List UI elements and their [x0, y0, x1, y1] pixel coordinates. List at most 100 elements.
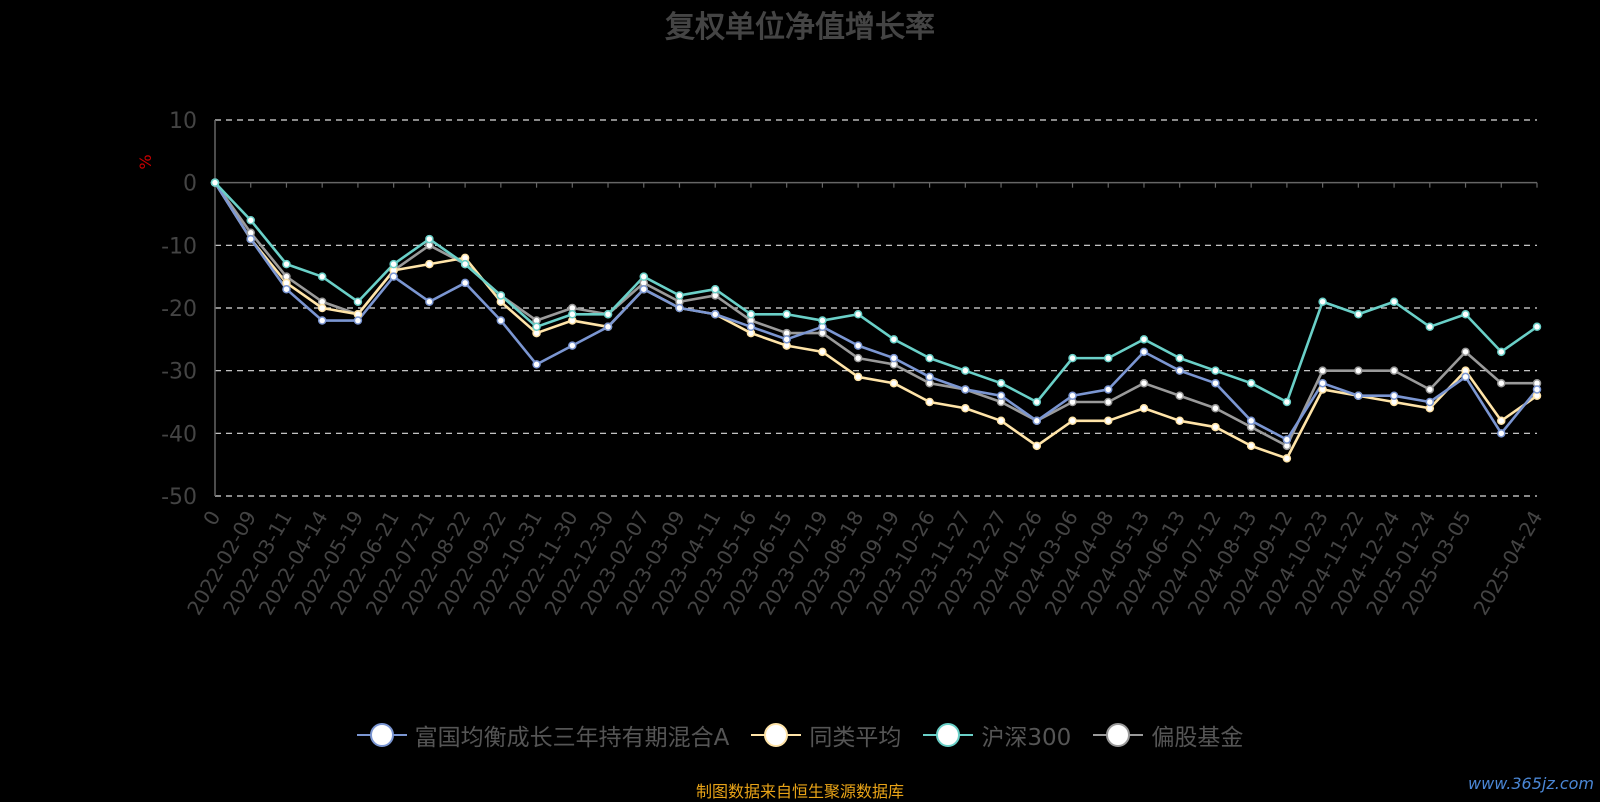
data-point [889, 353, 899, 363]
data-point [1282, 435, 1292, 444]
data-point [389, 259, 398, 269]
data-point [1211, 366, 1220, 375]
data-point [818, 316, 827, 325]
y-tick-label: 0 [183, 172, 197, 197]
data-point [496, 316, 506, 325]
data-point [925, 353, 934, 363]
data-point [1103, 353, 1113, 363]
data-source: 制图数据来自恒生聚源数据库 [695, 782, 904, 801]
legend-item[interactable]: 富国均衡成长三年持有期混合A [356, 718, 730, 752]
data-point [496, 291, 506, 300]
data-point [818, 347, 827, 357]
data-point [1139, 378, 1149, 388]
data-point [603, 322, 613, 332]
legend-label: 富国均衡成长三年持有期混合A [414, 725, 730, 751]
data-point [246, 216, 255, 225]
data-point [1246, 378, 1256, 388]
data-point [853, 353, 863, 363]
watermark: www.365jz.com [1468, 774, 1594, 793]
data-point [1175, 416, 1184, 426]
y-tick-label: -10 [161, 234, 197, 259]
data-point [1175, 366, 1184, 375]
legend-label: 沪深300 [981, 725, 1072, 751]
legend-marker-icon [751, 723, 802, 747]
data-point [1497, 416, 1506, 426]
data-point [353, 316, 363, 325]
chart-title: 复权单位净值增长率 [665, 10, 935, 45]
data-point [1318, 297, 1327, 306]
legend-item[interactable]: 偏股基金 [1093, 718, 1243, 752]
data-point [568, 341, 577, 350]
legend-item[interactable]: 沪深300 [923, 718, 1071, 752]
data-point [353, 297, 363, 306]
data-point [996, 416, 1006, 426]
y-tick-label: -20 [161, 297, 197, 322]
data-point [389, 272, 398, 281]
data-point [996, 391, 1006, 400]
data-point [1103, 416, 1113, 426]
legend-item[interactable]: 同类平均 [751, 718, 901, 752]
data-point [1068, 391, 1077, 400]
y-tick-label: 10 [169, 109, 197, 134]
legend-label: 偏股基金 [1151, 725, 1244, 751]
data-point [1211, 378, 1220, 388]
data-point [1425, 385, 1435, 394]
data-point [460, 259, 470, 269]
legend-marker-icon [356, 723, 407, 747]
data-point [1211, 422, 1220, 432]
legend-marker-icon [1093, 723, 1144, 747]
data-point [460, 278, 470, 288]
data-point [1354, 366, 1363, 375]
data-point [1532, 385, 1542, 394]
data-point [1532, 322, 1542, 332]
data-point [1425, 397, 1435, 407]
data-point [853, 341, 863, 350]
data-point [853, 372, 863, 382]
data-point [889, 378, 899, 388]
data-point [425, 234, 434, 244]
data-point [317, 303, 327, 313]
data-point [996, 378, 1006, 388]
data-point [710, 310, 720, 319]
data-point [1032, 416, 1042, 426]
data-point [1139, 335, 1149, 344]
data-point [1175, 353, 1184, 363]
data-point [961, 404, 970, 413]
data-point [961, 385, 970, 394]
data-point [1318, 378, 1327, 388]
data-point [425, 297, 434, 306]
data-point [853, 310, 863, 319]
data-point [782, 335, 791, 344]
data-point [710, 284, 720, 294]
y-tick-label: -30 [161, 360, 197, 385]
data-point [1103, 397, 1113, 407]
data-point [1497, 347, 1506, 357]
data-point [639, 284, 649, 294]
data-point [1032, 441, 1042, 451]
data-point [1103, 385, 1113, 394]
data-point [1461, 372, 1470, 382]
data-point [282, 259, 291, 269]
data-point [1497, 429, 1506, 438]
data-point [1211, 404, 1220, 413]
data-point [639, 272, 649, 281]
data-point [675, 303, 684, 313]
data-point [1068, 416, 1077, 426]
data-point [1246, 441, 1256, 451]
data-point [425, 259, 434, 269]
data-point [317, 272, 327, 281]
data-point [1354, 391, 1363, 400]
x-tick-label: 0 [198, 507, 225, 530]
data-point [889, 335, 899, 344]
legend-marker-icon [923, 723, 974, 747]
data-point [1139, 404, 1149, 413]
data-point [1354, 310, 1363, 319]
data-point [1389, 391, 1399, 400]
legend: 富国均衡成长三年持有期混合A 同类平均 沪深300 偏股基金 [0, 718, 1600, 752]
data-point [210, 178, 220, 187]
data-point [1389, 366, 1399, 375]
data-point [675, 291, 684, 300]
data-point [246, 234, 255, 244]
data-point [1282, 397, 1292, 407]
